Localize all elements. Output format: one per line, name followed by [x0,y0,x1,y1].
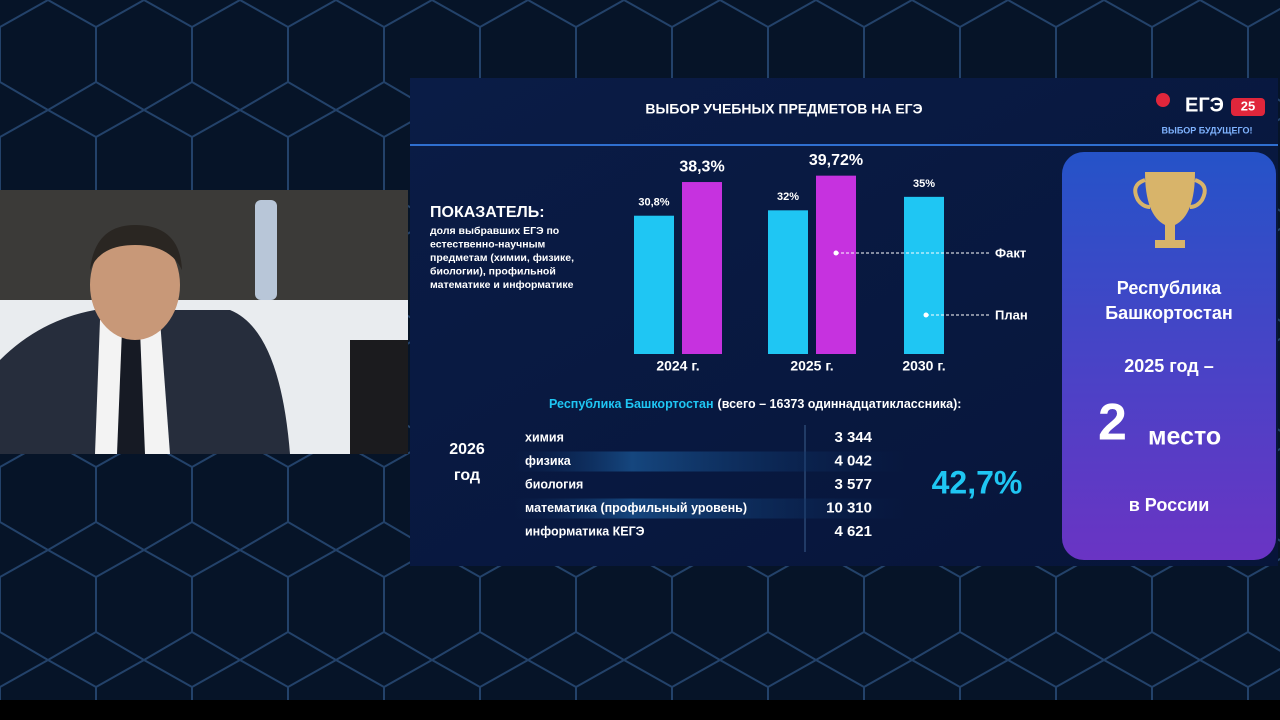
count: 4 621 [834,523,872,540]
count: 10 310 [826,499,872,516]
indicator-line: естественно-научным [430,238,546,250]
subject: химия [525,430,564,444]
panel-place-word: место [1148,423,1221,451]
subject: информатика КЕГЭ [525,524,645,538]
panel-country: в России [1129,495,1210,515]
value-label: 39,72% [809,152,863,169]
bar [634,215,674,354]
count: 3 344 [834,429,872,446]
value-label: 38,3% [679,158,724,175]
region-name: Республика Башкортостан [549,397,714,411]
slide-title: ВЫБОР УЧЕБНЫХ ПРЕДМЕТОВ НА ЕГЭ [645,101,922,117]
panel [1062,152,1276,560]
value-label: 30,8% [638,197,669,209]
row-band [515,451,905,472]
subject: математика (профильный уровень) [525,501,747,515]
logo-name: ЕГЭ [1185,94,1224,116]
table-year-word: год [454,467,480,484]
value-label: 35% [913,178,935,190]
subject: физика [525,454,572,468]
panel-place: 2 [1098,394,1127,452]
logo-badge: 25 [1241,98,1255,113]
bar [682,182,722,354]
panel-region: Республика [1117,278,1222,298]
logo-badge-bg [1231,98,1265,116]
count: 4 042 [834,452,872,469]
subject: биология [525,477,583,491]
bar [904,196,944,354]
panel-year: 2025 год – [1124,356,1214,376]
panel-region: Башкортостан [1105,303,1233,323]
share: 42,7% [932,464,1023,500]
row-band [515,498,905,519]
indicator-title: ПОКАЗАТЕЛЬ: [430,204,545,221]
region-line: Республика Башкортостан (всего – 16373 од… [549,397,961,411]
bar [768,210,808,354]
legend-entry: План [995,307,1028,322]
bar [816,175,856,354]
count: 3 577 [834,476,872,493]
bottom-bar [0,700,1280,720]
video-feed [0,190,408,454]
indicator-line: доля выбравших ЕГЭ по [430,225,559,237]
logo-slogan: ВЫБОР БУДУЩЕГО! [1162,125,1253,135]
indicator-line: биологии), профильной [430,265,556,277]
region-total: (всего – 16373 одиннадцатиклассника): [718,397,962,411]
indicator-line: математике и информатике [430,279,574,291]
legend-entry: Факт [995,245,1026,260]
value-label: 32% [777,191,799,203]
indicator-line: предметам (химии, физике, [430,252,574,264]
category-label: 2024 г. [656,358,699,374]
logo-icon [1156,93,1170,107]
category-label: 2030 г. [902,358,945,374]
table-year: 2026 [449,441,485,458]
category-label: 2025 г. [790,358,833,374]
trophy-icon [1133,172,1207,248]
